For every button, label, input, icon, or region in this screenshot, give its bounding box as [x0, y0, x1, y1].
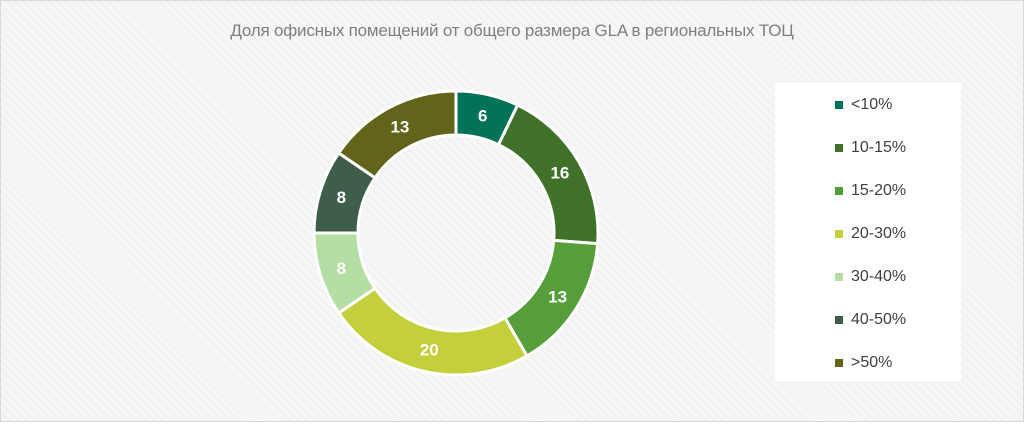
- slice-1: [496, 103, 600, 246]
- legend-label: >50%: [851, 354, 893, 371]
- data-label-4: 8: [337, 259, 346, 278]
- slice-6: [336, 89, 458, 180]
- legend-item-5: 40-50%: [835, 310, 906, 330]
- legend-item-4: 30-40%: [835, 267, 906, 287]
- legend-swatch: [835, 273, 843, 281]
- chart-legend: <10% 10-15% 15-20% 20-30% 30-40% 40-50% >50%: [775, 83, 961, 381]
- legend-swatch: [835, 187, 843, 195]
- data-label-0: 6: [478, 107, 487, 126]
- data-label-6: 13: [390, 117, 409, 136]
- legend-label: 20-30%: [851, 225, 907, 242]
- slice-3: [336, 286, 530, 377]
- legend-swatch: [835, 230, 843, 238]
- legend-label: 30-40%: [851, 268, 907, 285]
- legend-label: <10%: [851, 96, 893, 113]
- legend-item-1: 10-15%: [835, 138, 906, 158]
- legend-item-0: <10%: [835, 95, 892, 115]
- data-label-3: 20: [420, 340, 439, 359]
- legend-label: 15-20%: [851, 182, 907, 199]
- legend-item-6: >50%: [835, 353, 892, 373]
- legend-swatch: [835, 359, 843, 367]
- legend-label: 10-15%: [851, 139, 907, 156]
- legend-item-2: 15-20%: [835, 181, 906, 201]
- data-label-2: 13: [548, 287, 567, 306]
- data-label-5: 8: [337, 188, 346, 207]
- legend-label: 40-50%: [851, 311, 907, 328]
- chart-title: Доля офисных помещений от общего размера…: [230, 21, 794, 40]
- legend-swatch: [835, 316, 843, 324]
- legend-item-3: 20-30%: [835, 224, 906, 244]
- legend-swatch: [835, 101, 843, 109]
- data-label-1: 16: [550, 164, 569, 183]
- legend-swatch: [835, 144, 843, 152]
